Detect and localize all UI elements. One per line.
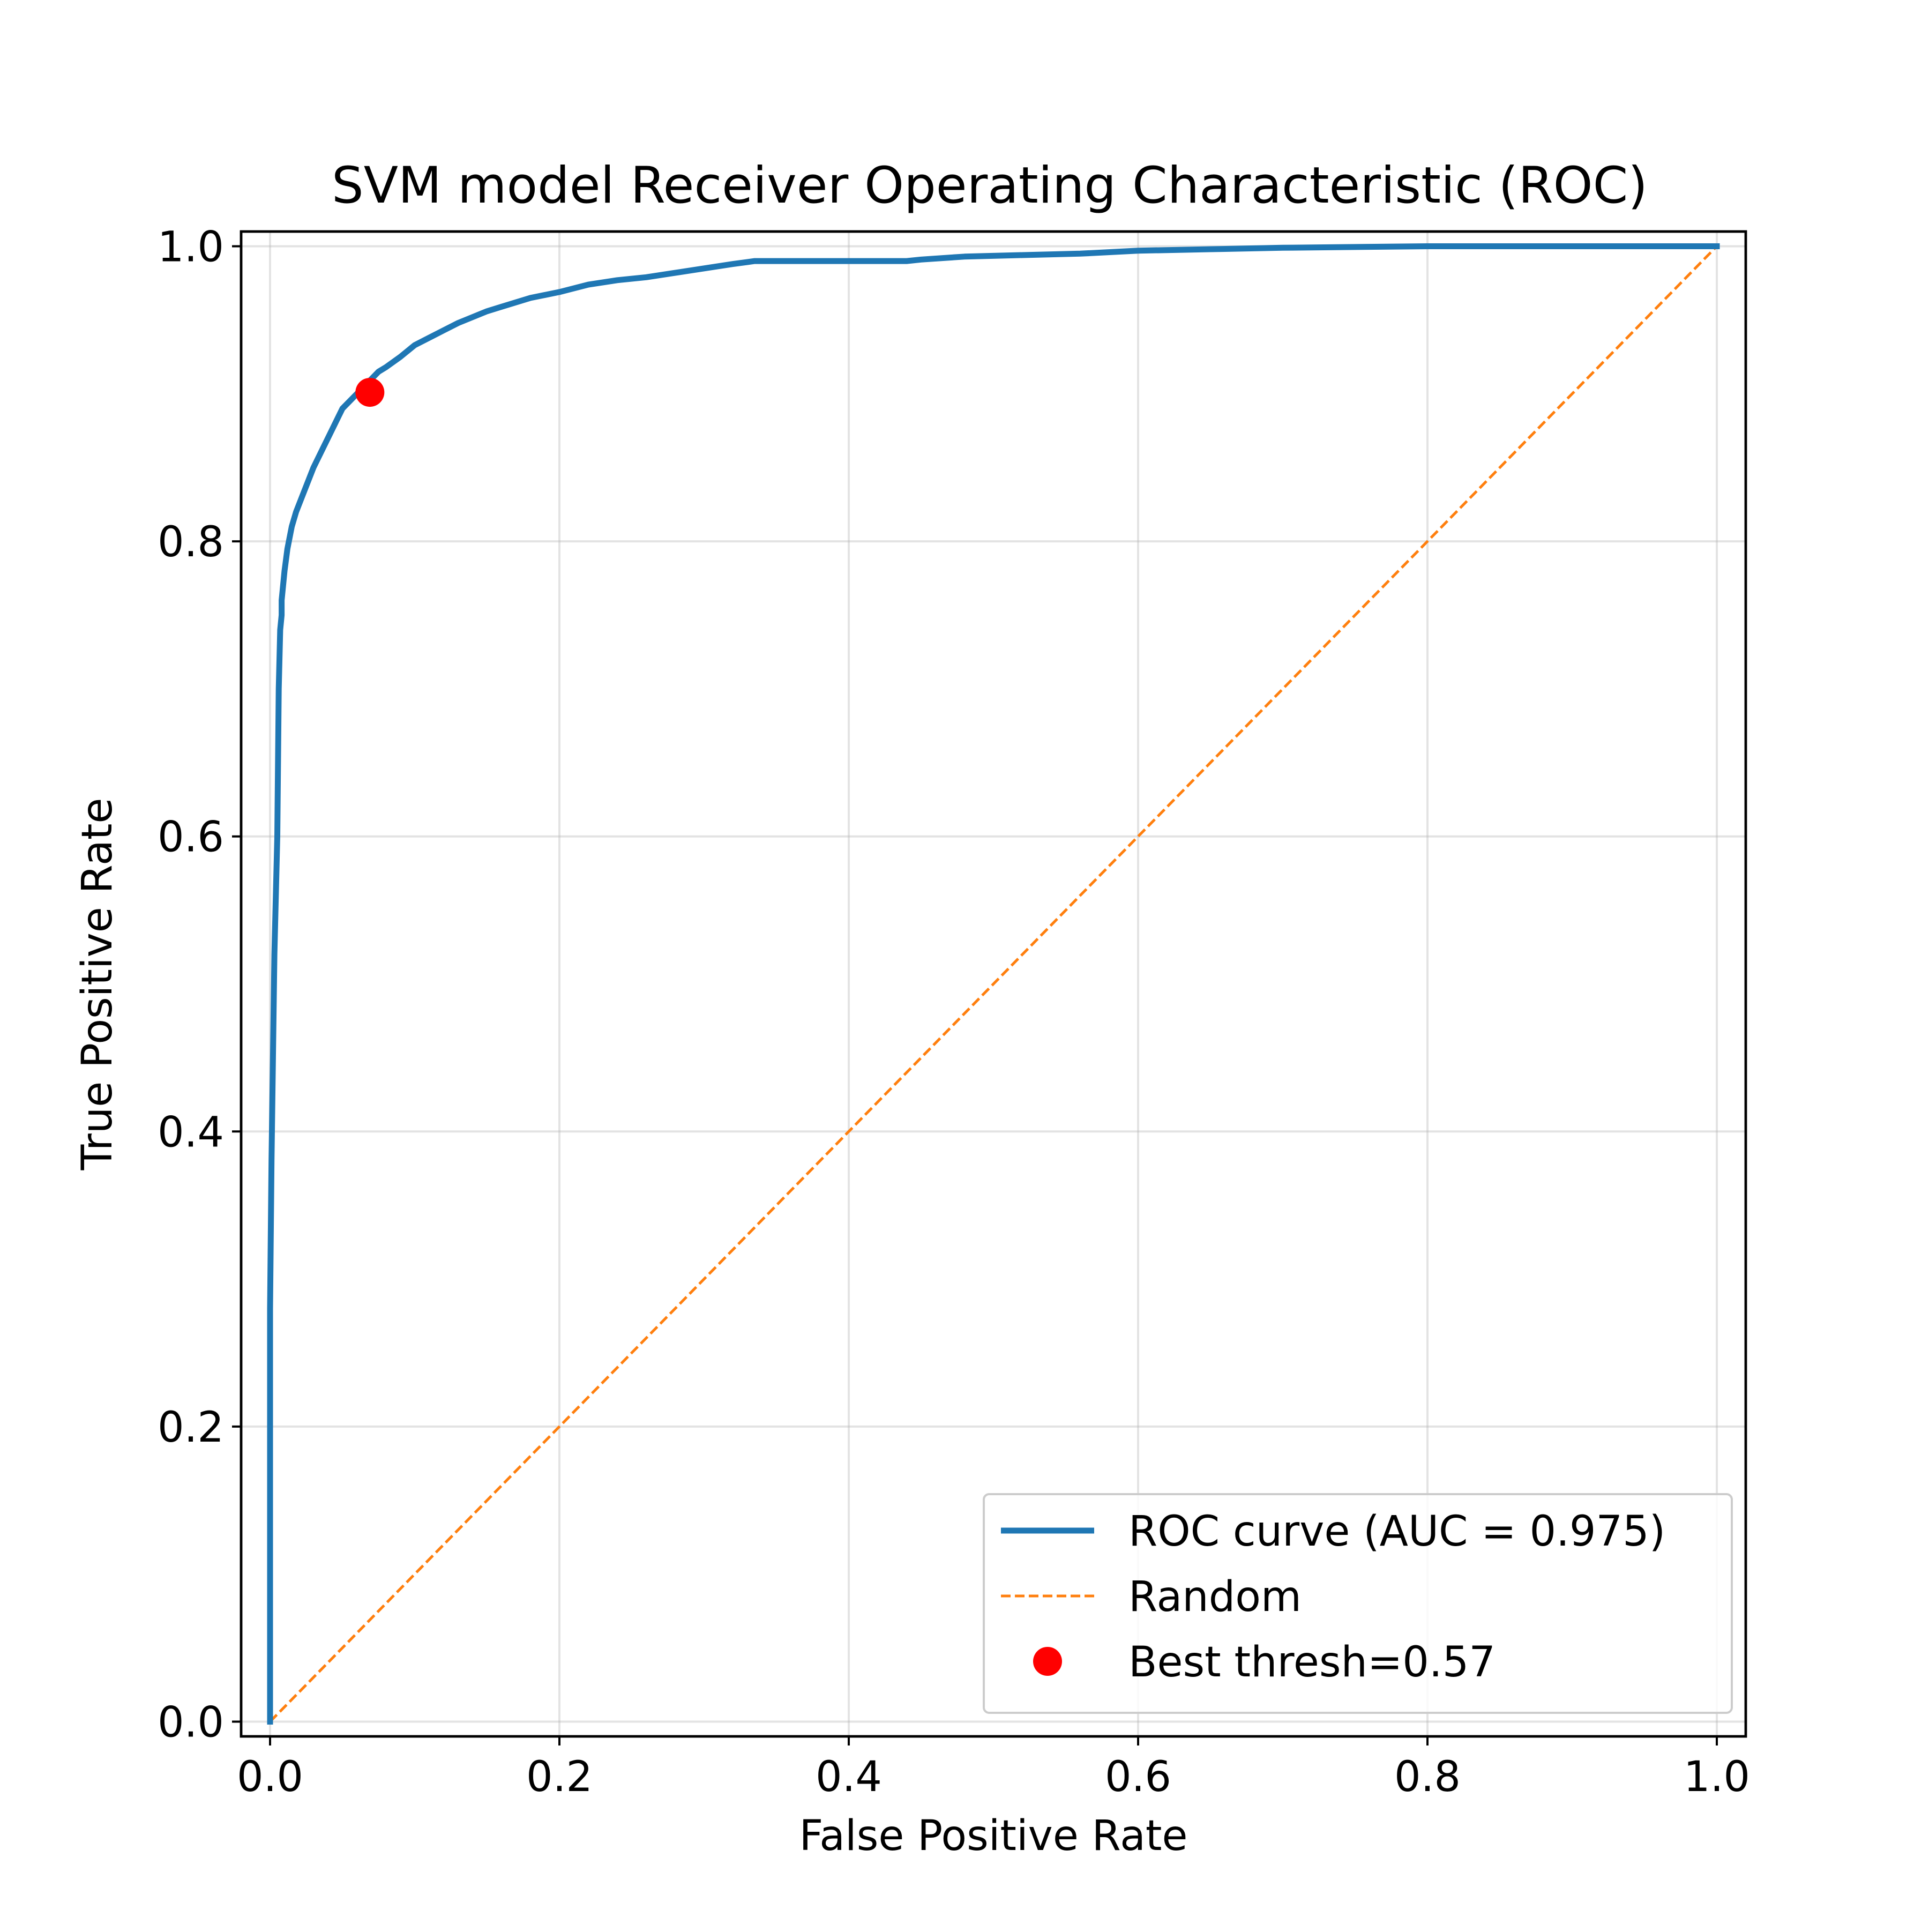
best-threshold-marker — [355, 378, 385, 407]
legend-label: ROC curve (AUC = 0.975) — [1128, 1508, 1665, 1556]
x-tick-label: 1.0 — [1684, 1753, 1750, 1801]
y-tick-label: 1.0 — [158, 223, 224, 272]
y-tick-label: 0.4 — [158, 1108, 224, 1157]
x-tick-label: 0.4 — [816, 1753, 882, 1801]
x-tick-label: 0.6 — [1105, 1753, 1171, 1801]
grid — [241, 232, 1746, 1736]
legend-label: Random — [1128, 1573, 1302, 1621]
y-tick-label: 0.2 — [158, 1404, 224, 1452]
y-tick-label: 0.8 — [158, 518, 224, 566]
axes-frame — [240, 230, 1747, 1738]
legend-swatch-best-threshold — [1033, 1647, 1062, 1676]
roc-curve-line — [267, 243, 1720, 1725]
random-baseline-line — [269, 245, 1718, 1723]
y-tick-label: 0.0 — [158, 1698, 224, 1747]
x-tick-label: 0.8 — [1394, 1753, 1461, 1801]
plot-area — [267, 243, 1720, 1725]
legend-label: Best thresh=0.57 — [1128, 1638, 1496, 1687]
x-axis-label: False Positive Rate — [799, 1812, 1188, 1860]
x-tick-label: 0.2 — [526, 1753, 593, 1801]
y-tick-label: 0.6 — [158, 814, 224, 862]
chart-title: SVM model Receiver Operating Characteris… — [332, 156, 1648, 215]
legend: ROC curve (AUC = 0.975) Random Best thresh… — [983, 1493, 1733, 1714]
y-axis-label: True Positive Rate — [73, 798, 122, 1171]
x-tick-label: 0.0 — [237, 1753, 303, 1801]
legend-box — [983, 1493, 1733, 1714]
ticks: 0.0 0.2 0.4 0.6 0.8 1.0 0.0 0.2 0.4 0.6 0.8 1.0 — [158, 223, 1750, 1801]
